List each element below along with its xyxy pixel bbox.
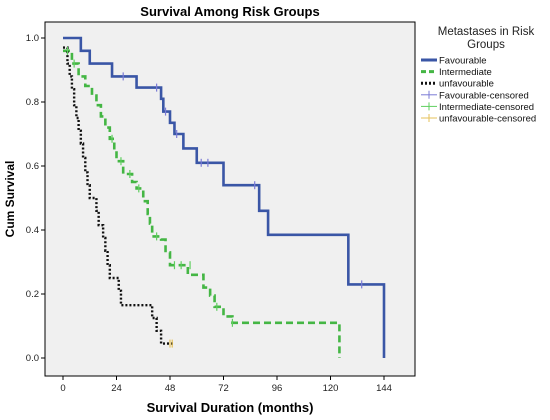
legend-title-line1: Metastases in Risk [438, 26, 535, 38]
x-tick-label: 96 [272, 383, 283, 394]
censor-marks [66, 46, 363, 348]
y-tick-label: 1.0 [26, 33, 39, 44]
legend-label: Favourable [439, 56, 487, 67]
series-line-favourable [63, 36, 386, 358]
plot-area [44, 21, 416, 377]
y-tick-label: 0.0 [26, 353, 39, 364]
chart-title: Survival Among Risk Groups [140, 4, 319, 19]
x-tick-label: 120 [323, 383, 339, 394]
y-axis-label: Cum Survival [3, 161, 17, 238]
y-tick-label: 0.2 [26, 289, 39, 300]
legend: Metastases in Risk Groups FavourableInte… [421, 26, 536, 125]
legend-title-line2: Groups [467, 39, 505, 51]
legend-label: unfavourable [439, 79, 494, 90]
series-layer [63, 36, 386, 358]
x-tick-label: 48 [165, 383, 176, 394]
legend-label: Favourable-censored [439, 90, 529, 101]
y-tick-label: 0.4 [26, 225, 39, 236]
legend-label: unfavourable-censored [439, 114, 536, 125]
x-tick-label: 144 [376, 383, 392, 394]
y-tick-label: 0.6 [26, 161, 39, 172]
x-tick-label: 72 [218, 383, 229, 394]
legend-entries: FavourableIntermediateunfavourableFavour… [421, 56, 536, 125]
series-line-unfavourable [63, 46, 175, 345]
x-tick-label: 24 [111, 383, 122, 394]
x-tick-label: 0 [60, 383, 65, 394]
legend-label: Intermediate [439, 67, 492, 78]
x-axis-label: Survival Duration (months) [147, 400, 314, 415]
y-tick-label: 0.8 [26, 97, 39, 108]
axis-ticks: 0 24 48 72 96 120 144 0.0 0.2 0.4 0.6 0.8 1.0 [26, 33, 392, 394]
series-line-intermediate [63, 49, 341, 358]
legend-label: Intermediate-censored [439, 102, 534, 113]
